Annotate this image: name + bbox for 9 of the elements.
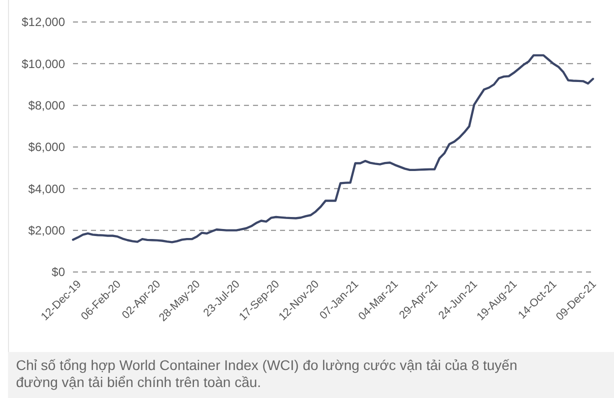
y-tick-label: $2,000 [28, 224, 66, 238]
y-tick-label: $6,000 [28, 140, 66, 154]
y-tick-label: $10,000 [22, 56, 66, 71]
y-tick-label: $0 [52, 265, 66, 280]
y-tick-label: $4,000 [28, 182, 66, 196]
text: Chỉ số tổng hợp World Container Index (WCI) đo lường cước vận tải của 8 tuyến đường vận tải biển chính trên toàn cầu. [16, 357, 518, 390]
y-tick-label: $8,000 [28, 98, 66, 113]
line-series [72, 54, 594, 244]
y-tick-label: $12,000 [22, 15, 66, 30]
